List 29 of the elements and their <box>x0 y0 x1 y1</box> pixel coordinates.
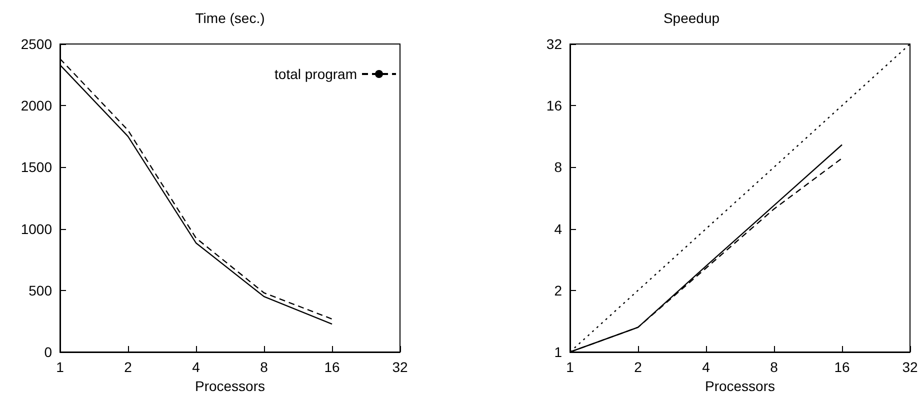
x-tick-label: 1 <box>56 359 64 375</box>
x-axis-title: Processors <box>704 378 776 394</box>
y-tick-label: 500 <box>28 282 52 298</box>
y-tick-label: 8 <box>554 159 562 176</box>
x-tick-label: 8 <box>260 359 268 375</box>
y-tick-label: 4 <box>554 220 562 237</box>
x-tick-label: 4 <box>192 359 200 375</box>
y-tick-label: 1000 <box>20 220 52 237</box>
y-tick-label: 16 <box>546 98 562 114</box>
y-tick-label: 32 <box>546 36 562 52</box>
y-tick-label: 1500 <box>20 159 52 176</box>
x-tick-label: 32 <box>902 359 918 375</box>
y-tick-label: 2500 <box>20 36 52 52</box>
x-tick-label: 16 <box>834 359 850 375</box>
x-tick-label: 16 <box>324 359 340 375</box>
x-tick-label: 8 <box>770 359 778 375</box>
y-tick-label: 2 <box>554 282 562 298</box>
x-tick-label: 1 <box>566 359 574 375</box>
y-tick-label: 2000 <box>20 98 52 114</box>
legend-label: total program <box>274 66 357 82</box>
x-axis-title: Processors <box>194 378 266 394</box>
x-tick-label: 32 <box>392 359 408 375</box>
x-tick-label: 4 <box>702 359 710 375</box>
x-tick-label: 2 <box>124 359 132 375</box>
y-tick-label: 1 <box>554 344 562 360</box>
x-tick-label: 2 <box>634 359 642 375</box>
chart-title: Speedup <box>663 10 720 26</box>
chart-title: Time (sec.) <box>195 10 265 26</box>
y-tick-label: 0 <box>44 344 52 360</box>
